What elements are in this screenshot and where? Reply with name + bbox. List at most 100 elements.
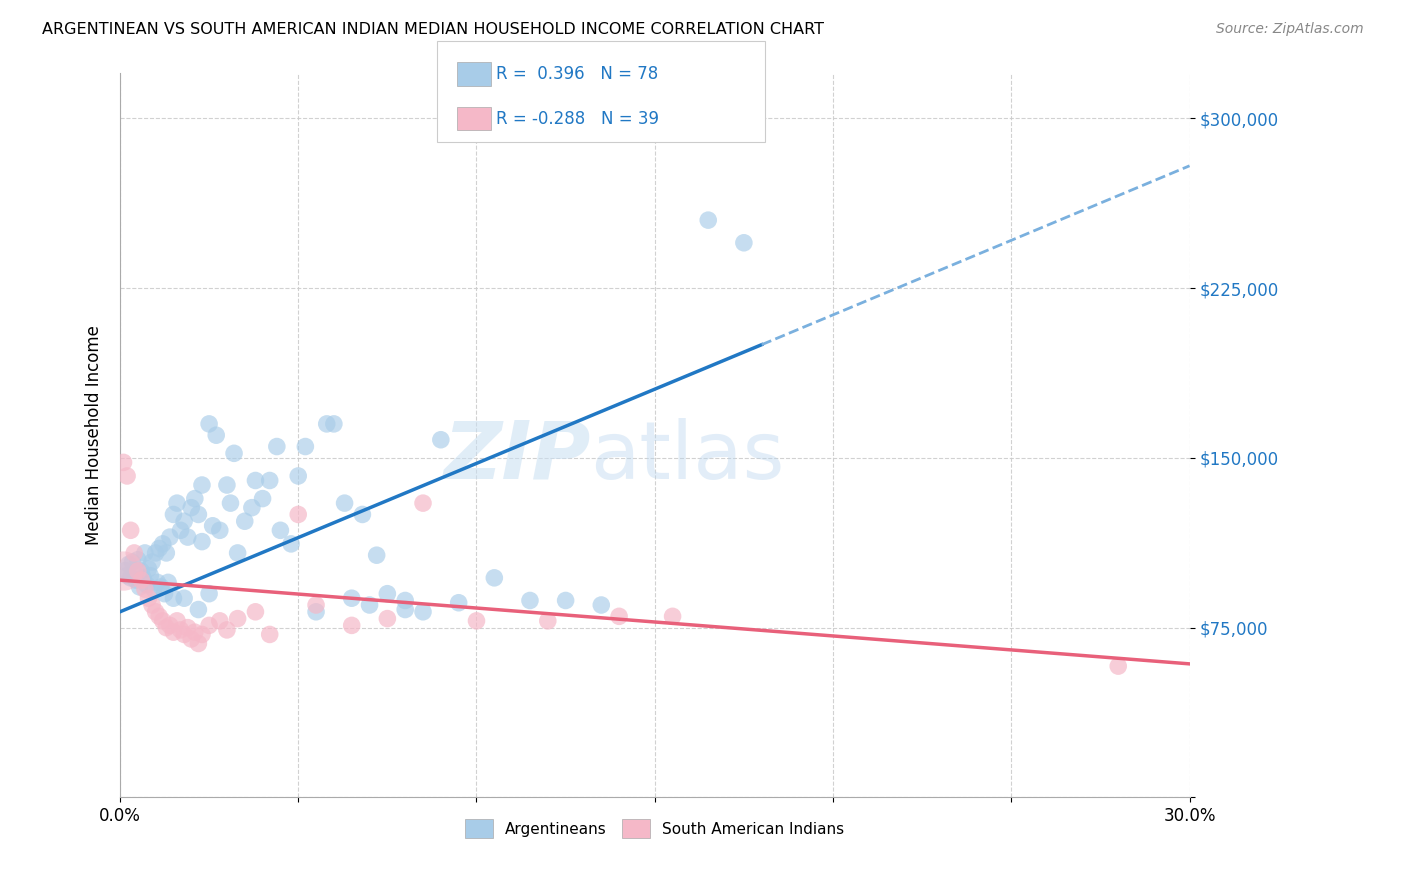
Point (537, 614, 560, 628)
Text: atlas: atlas (591, 418, 785, 496)
Y-axis label: Median Household Income: Median Household Income (86, 326, 103, 545)
Point (121, 555, 143, 569)
Point (315, 417, 337, 431)
Point (128, 580, 150, 594)
Point (114, 564, 136, 578)
Point (122, 546, 145, 560)
Point (177, 530, 200, 544)
Point (169, 623, 191, 637)
Point (145, 605, 167, 619)
Point (305, 598, 328, 612)
Text: R = -0.288   N = 39: R = -0.288 N = 39 (496, 110, 659, 128)
Point (340, 618, 363, 632)
Point (198, 618, 221, 632)
Point (169, 524, 191, 538)
Point (162, 591, 184, 606)
Point (131, 573, 153, 587)
Point (149, 580, 172, 594)
Point (127, 553, 149, 567)
Point (377, 587, 399, 601)
Point (184, 491, 207, 506)
Point (120, 524, 142, 538)
Point (166, 496, 188, 510)
Point (201, 518, 224, 533)
Point (352, 508, 374, 522)
Point (145, 546, 167, 560)
Point (269, 524, 291, 538)
Point (187, 636, 209, 650)
Point (132, 571, 155, 585)
Point (733, 235, 755, 250)
Point (259, 474, 281, 488)
Point (146, 575, 169, 590)
Point (191, 627, 214, 641)
Point (148, 541, 170, 556)
Point (135, 577, 157, 591)
Point (162, 508, 184, 522)
Legend: Argentineans, South American Indians: Argentineans, South American Indians (460, 814, 851, 844)
Text: Source: ZipAtlas.com: Source: ZipAtlas.com (1216, 22, 1364, 37)
Point (245, 605, 267, 619)
Point (554, 593, 576, 607)
Text: ARGENTINEAN VS SOUTH AMERICAN INDIAN MEDIAN HOUSEHOLD INCOME CORRELATION CHART: ARGENTINEAN VS SOUTH AMERICAN INDIAN MED… (42, 22, 824, 37)
Point (138, 591, 160, 606)
Point (252, 491, 274, 506)
Point (134, 582, 156, 596)
Point (142, 582, 165, 596)
Point (215, 623, 238, 637)
Point (157, 575, 180, 590)
Point (233, 514, 256, 528)
Point (208, 614, 231, 628)
Point (187, 602, 209, 616)
Point (112, 455, 135, 469)
Point (259, 627, 281, 641)
Point (180, 500, 202, 515)
Point (519, 593, 541, 607)
Point (205, 428, 228, 442)
Point (340, 591, 363, 606)
Point (173, 627, 195, 641)
Point (120, 571, 142, 585)
Point (366, 548, 388, 562)
Point (1107, 659, 1129, 673)
Point (152, 537, 174, 551)
Point (394, 593, 416, 607)
Point (607, 609, 630, 624)
Point (184, 625, 207, 640)
Point (139, 568, 162, 582)
Point (125, 573, 148, 587)
Point (412, 605, 434, 619)
Point (447, 596, 470, 610)
Point (159, 530, 181, 544)
Point (226, 611, 249, 625)
Point (166, 614, 188, 628)
Point (112, 564, 135, 578)
Point (245, 474, 267, 488)
Point (134, 546, 156, 560)
Point (180, 632, 202, 646)
Text: R =  0.396   N = 78: R = 0.396 N = 78 (496, 65, 658, 83)
Point (226, 546, 249, 560)
Point (359, 598, 381, 612)
Point (162, 625, 184, 640)
Point (484, 571, 506, 585)
Point (208, 524, 231, 538)
Point (294, 440, 316, 454)
Point (430, 433, 453, 447)
Point (131, 564, 153, 578)
Point (287, 508, 309, 522)
Point (198, 587, 221, 601)
Point (697, 213, 720, 227)
Point (115, 469, 138, 483)
Point (118, 558, 141, 572)
Point (198, 417, 221, 431)
Point (280, 537, 302, 551)
Point (191, 478, 214, 492)
Point (191, 534, 214, 549)
Point (173, 514, 195, 528)
Point (138, 562, 160, 576)
Point (177, 621, 200, 635)
Text: ZIP: ZIP (443, 418, 591, 496)
Point (122, 566, 145, 581)
Point (266, 440, 288, 454)
